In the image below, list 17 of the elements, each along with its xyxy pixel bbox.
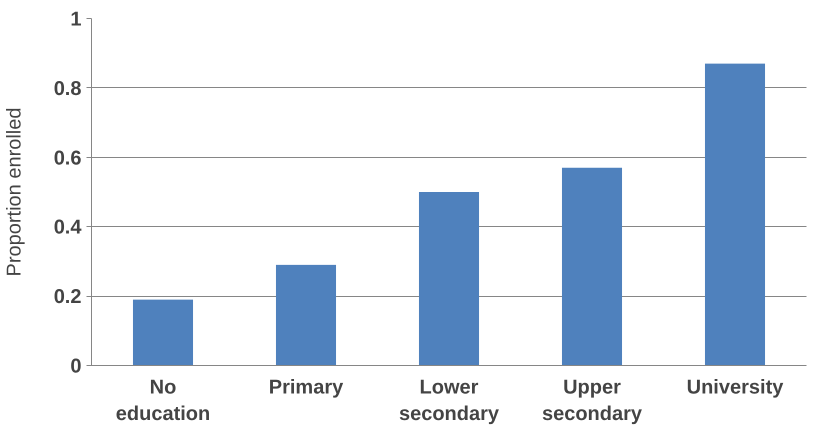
bar bbox=[276, 264, 336, 366]
x-tick-label: Primary bbox=[268, 376, 344, 398]
x-tick-label: University bbox=[686, 376, 784, 398]
bar bbox=[704, 64, 766, 366]
y-tick-label: 0.2 bbox=[54, 286, 82, 308]
x-tick-label: Upper secondary bbox=[542, 376, 643, 425]
y-axis-title: Proportion enrolled bbox=[4, 107, 26, 276]
y-tick-label: 0.6 bbox=[54, 147, 82, 170]
x-tick-label: Lower secondary bbox=[398, 376, 500, 425]
bar bbox=[132, 300, 194, 366]
bar bbox=[418, 192, 480, 366]
y-tick-label: 0.4 bbox=[54, 216, 82, 239]
y-tick-label: 0.8 bbox=[54, 78, 82, 100]
y-tick-label: 0 bbox=[70, 356, 82, 378]
bar bbox=[562, 168, 622, 366]
x-tick-label: No education bbox=[116, 376, 210, 425]
y-tick-label: 1 bbox=[70, 8, 82, 30]
